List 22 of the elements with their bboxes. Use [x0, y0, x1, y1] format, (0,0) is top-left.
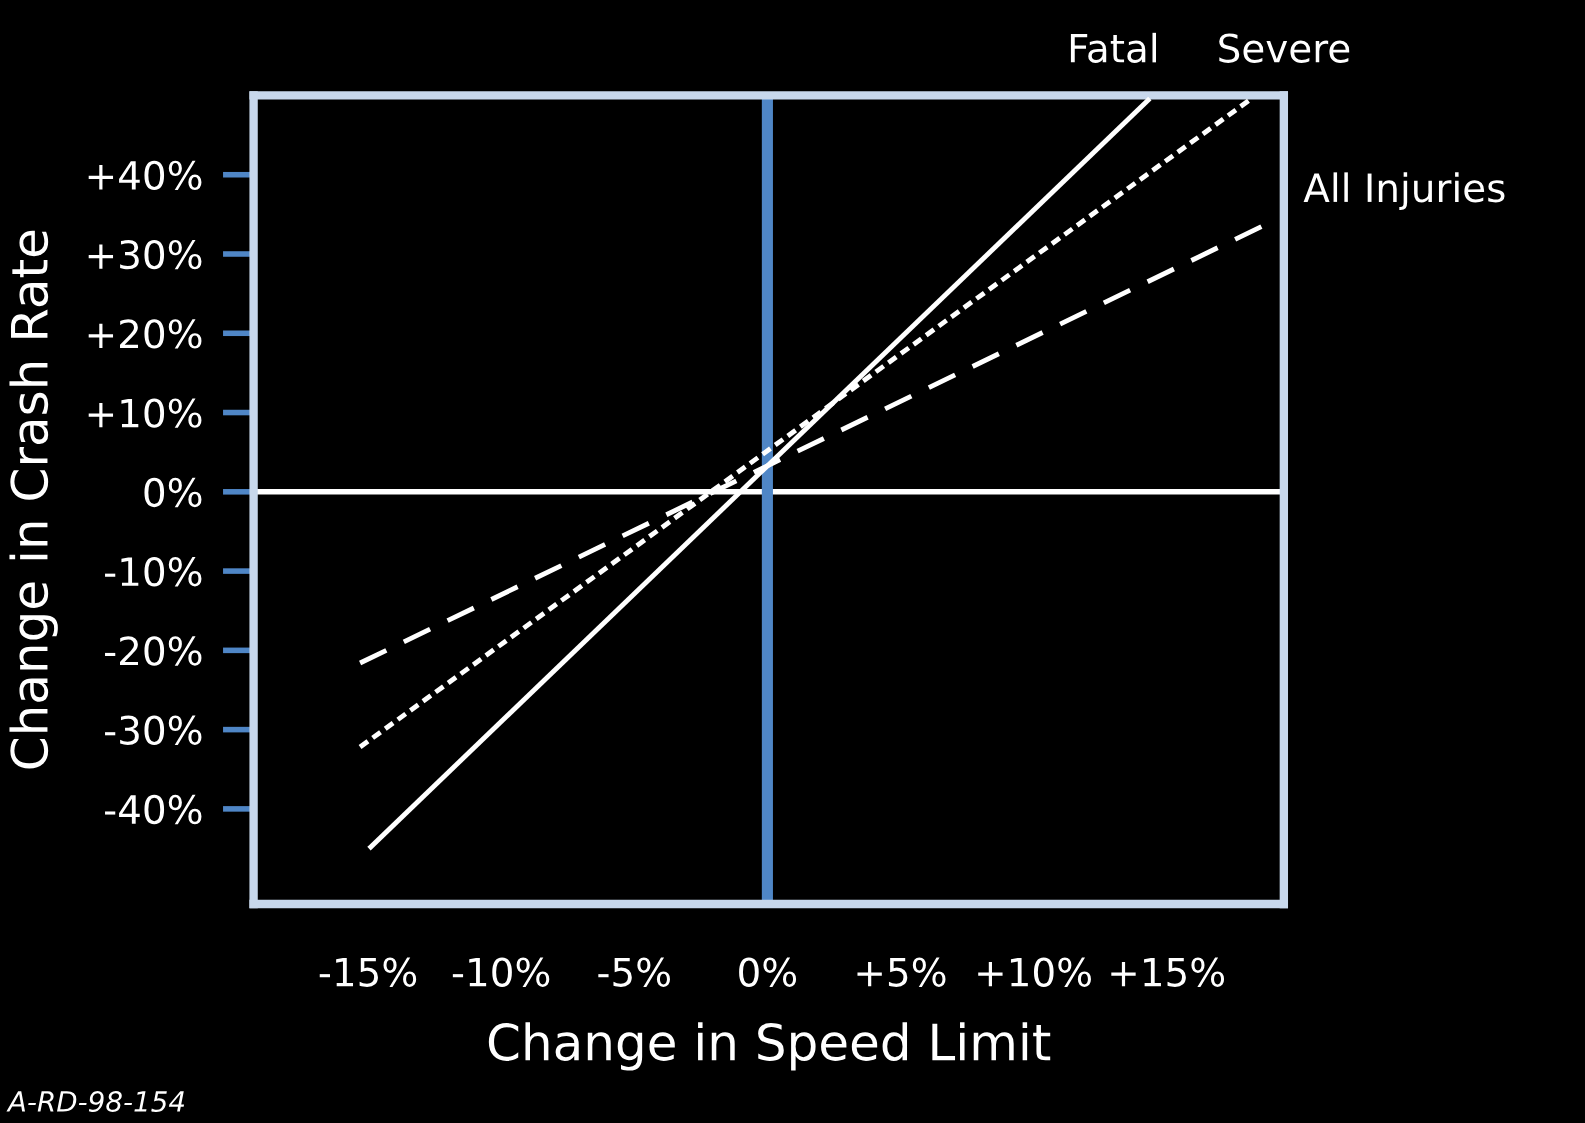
y-tick-label: -10%	[105, 556, 202, 587]
y-tick-label: +10%	[88, 398, 202, 428]
y-tick-label: +20%	[88, 319, 202, 349]
x-tick-label: +5%	[857, 957, 946, 987]
x-tick-label: 0%	[739, 957, 797, 987]
series-label: Severe	[1219, 33, 1350, 63]
x-axis-title: Change in Speed Limit	[488, 1022, 1051, 1071]
y-tick-label: 0%	[144, 477, 202, 508]
series-label: Fatal	[1070, 32, 1156, 63]
y-axis-title: Change in Crash Rate	[9, 230, 58, 769]
y-tick-label: +40%	[88, 160, 202, 191]
x-tick-label: +10%	[978, 957, 1091, 987]
x-tick-label: +15%	[1111, 957, 1225, 987]
y-tick-label: -20%	[105, 636, 202, 666]
x-tick-label: -5%	[598, 957, 671, 987]
text: A-RD-98-154	[6, 1090, 185, 1112]
y-tick-label: -40%	[105, 794, 202, 825]
x-tick-label: -10%	[452, 957, 550, 987]
x-tick-label: -15%	[319, 957, 417, 987]
y-tick-label: +30%	[88, 239, 202, 270]
series-label: All Injuries	[1303, 172, 1505, 210]
y-tick-label: -30%	[105, 715, 202, 745]
